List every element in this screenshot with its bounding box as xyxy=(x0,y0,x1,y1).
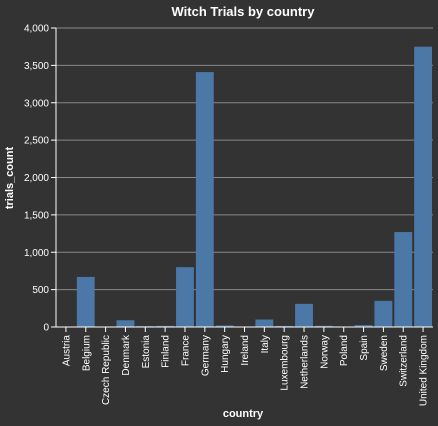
bar-denmark xyxy=(116,320,135,327)
x-axis-title: country xyxy=(223,408,264,420)
x-tick-label: Luxembourg xyxy=(280,335,291,391)
gridlines xyxy=(56,27,433,328)
x-tick-label: Czech Republic xyxy=(101,335,112,405)
y-tick-label: 1,000 xyxy=(24,248,49,259)
x-tick-label: Spain xyxy=(359,335,370,361)
y-tick-label: 3,500 xyxy=(24,61,49,72)
bar-norway xyxy=(314,325,333,327)
bar-spain xyxy=(354,325,373,327)
bar-luxembourg xyxy=(275,325,294,327)
x-tick-label: Finland xyxy=(161,335,172,368)
bar-finland xyxy=(156,325,175,327)
x-tick-label: Norway xyxy=(319,335,330,369)
axes: 0 500 1,000 1,500 2,000 2,500 3,000 3,500 4,000 A… xyxy=(24,24,433,406)
x-tick-label: Estonia xyxy=(141,335,152,369)
bars xyxy=(56,46,433,327)
x-tick-label: Denmark xyxy=(121,334,132,376)
y-tick-label: 500 xyxy=(32,285,49,296)
x-tick-label: Germany xyxy=(200,335,211,376)
y-tick-label: 2,500 xyxy=(24,136,49,147)
x-tick-label: United Kingdom xyxy=(419,335,430,406)
x-tick-label: Sweden xyxy=(379,335,390,371)
x-tick-label: Ireland xyxy=(240,335,251,366)
chart-title: Witch Trials by country xyxy=(172,4,316,19)
x-tick-label: Belgium xyxy=(81,335,92,371)
x-tick-label: Hungary xyxy=(220,335,231,373)
x-tick-label: Poland xyxy=(339,335,350,366)
y-tick-label: 3,000 xyxy=(24,98,49,109)
bar-netherlands xyxy=(295,303,313,327)
bar-france xyxy=(176,267,194,327)
bar-sweden xyxy=(374,300,393,327)
x-tick-label: Italy xyxy=(260,335,271,353)
y-tick-label: 1,500 xyxy=(24,210,49,221)
bar-united-kingdom xyxy=(414,46,433,327)
y-tick-label: 0 xyxy=(43,323,49,334)
bar-germany xyxy=(195,72,214,327)
y-axis-title: trials_count xyxy=(4,146,16,209)
x-tick-label: Netherlands xyxy=(300,335,311,389)
y-tick-label: 4,000 xyxy=(24,24,49,35)
x-tick-label: France xyxy=(180,335,191,367)
bar-belgium xyxy=(76,276,95,327)
bar-italy xyxy=(255,319,274,327)
y-tick-label: 2,000 xyxy=(24,173,49,184)
bar-hungary xyxy=(215,325,234,327)
bar-switzerland xyxy=(394,232,413,327)
x-tick-label: Switzerland xyxy=(399,335,410,387)
x-tick-label: Austria xyxy=(61,335,72,367)
